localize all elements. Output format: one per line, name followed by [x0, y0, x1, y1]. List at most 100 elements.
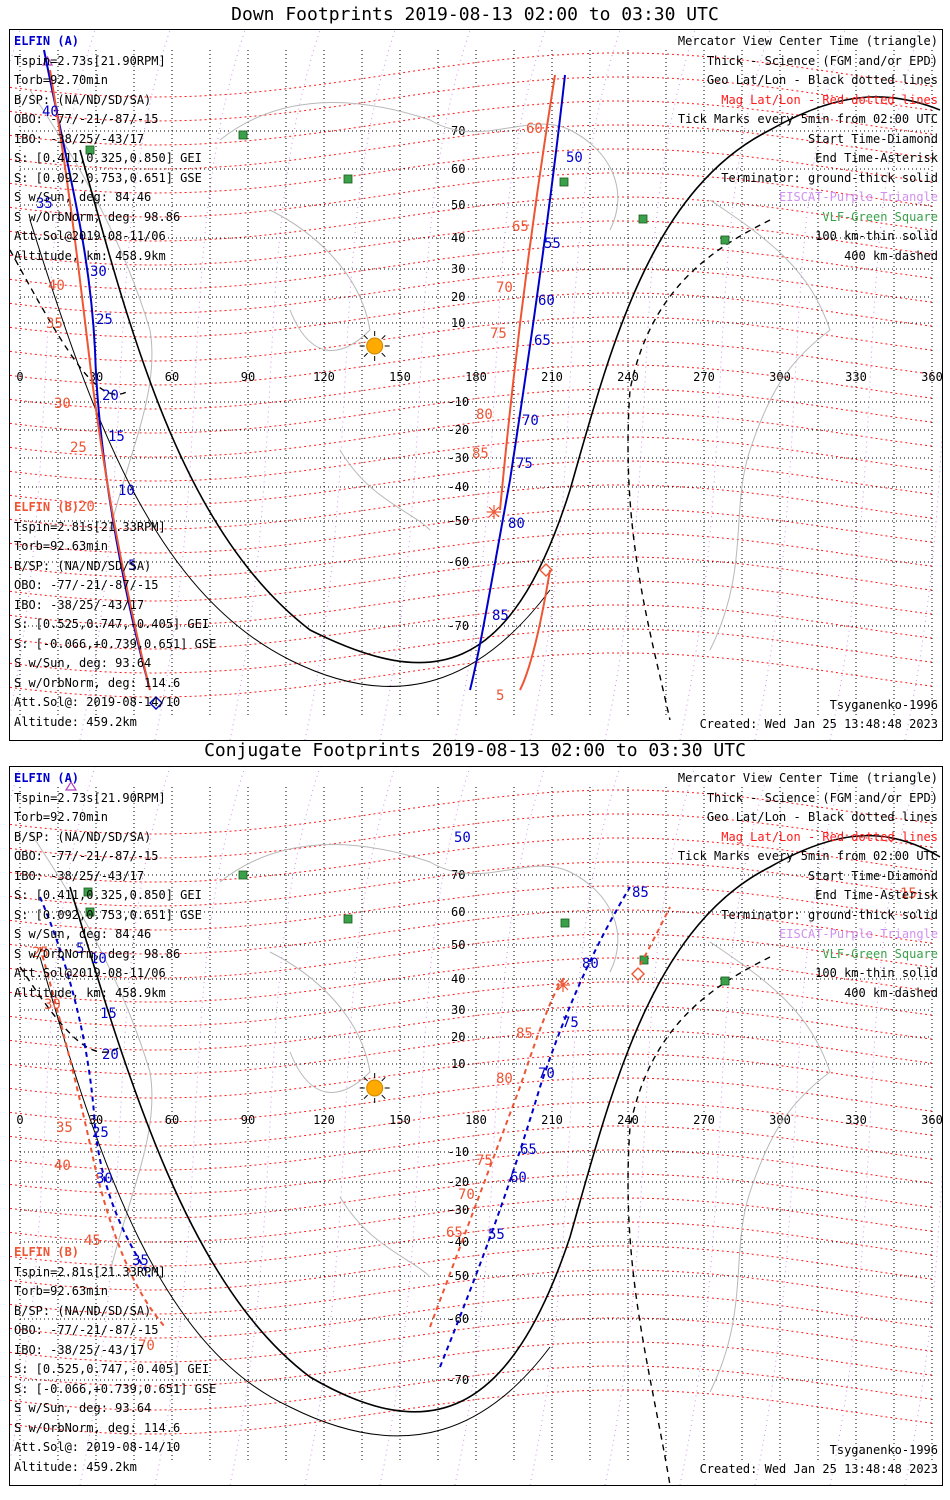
sun-disc — [366, 1079, 384, 1097]
track-tick-label: 40 — [54, 1158, 71, 1174]
mag-lon-line — [679, 767, 771, 1485]
top-panel-title: Down Footprints 2019-08-13 02:00 to 03:3… — [231, 4, 719, 25]
vlf-station-icon — [83, 887, 93, 897]
vlf-station-icon — [343, 914, 353, 924]
top-footer-model: Tsyganenko-1996 — [829, 698, 938, 712]
lat-tick-label: -50 — [447, 1269, 469, 1283]
sun-ray — [381, 335, 386, 340]
lat-tick-label: -10 — [447, 395, 469, 409]
info-line: S w/Sun, deg: 93.64 — [14, 656, 152, 670]
info-line: Torb=92.70min — [14, 73, 108, 87]
lon-tick-label: 150 — [389, 1113, 411, 1127]
elfin-a-conjugate-track-2 — [439, 886, 631, 1368]
info-line: OBO: -77/-21/-87/-15 — [14, 112, 159, 126]
lon-tick-label: 90 — [241, 1113, 255, 1127]
info-line: Altitude: 459.2km — [14, 1459, 137, 1474]
info-line: Torb=92.63min — [14, 539, 108, 553]
lat-tick-label: -60 — [447, 555, 469, 569]
lon-tick-label: 360 — [921, 370, 942, 384]
lat-tick-label: 60 — [451, 905, 465, 919]
vlf-station-icon — [238, 870, 248, 880]
terminator-ground — [69, 834, 941, 1413]
elfin-b-down-track-2 — [499, 74, 556, 511]
track-tick-label: 10 — [118, 483, 135, 499]
vlf-station-icon — [238, 130, 248, 140]
elfin-b-down-track — [49, 69, 151, 691]
mag-lon-line — [604, 767, 696, 1485]
lon-tick-label: 300 — [769, 370, 791, 384]
lon-tick-label: 90 — [241, 370, 255, 384]
mag-lat-line — [10, 1053, 935, 1099]
lat-tick-label: 50 — [451, 198, 465, 212]
mag-grid — [10, 767, 942, 1485]
track-tick-label: 40 — [48, 278, 65, 294]
legend-line: Tick Marks every 5min from 02:00 UTC — [677, 849, 938, 863]
track-tick-label: 70 — [538, 1066, 555, 1082]
track-tick-label: 75 — [516, 456, 533, 472]
mag-lat-line — [10, 1005, 935, 1051]
info-line: B/SP: (NA/ND/SD/SA) — [14, 558, 152, 573]
track-tick-label: 35 — [56, 1120, 73, 1136]
lon-tick-label: 210 — [541, 370, 563, 384]
track-tick-label: 5 — [496, 688, 504, 704]
track-tick-label: 80 — [476, 407, 493, 423]
track-tick-label: 35 — [132, 1253, 149, 1269]
top-footer-created: Created: Wed Jan 25 13:48:48 2023 — [699, 717, 938, 731]
lon-tick-label: 120 — [313, 1113, 335, 1127]
info-line: Att.Sol@2019-08-11/06 — [14, 229, 166, 243]
elfin-label: ELFIN (B) — [14, 500, 80, 514]
info-line: IBO: -38/25/-43/17 — [14, 1342, 145, 1357]
top-map-panel: 0 30 60 90 120 150 180 210 240 270 300 330 360 70 60 50… — [9, 29, 943, 741]
track-tick-label: 65 — [512, 219, 529, 235]
track-tick-label: 50 — [454, 830, 471, 846]
info-line: IBO: -38/25/-43/17 — [14, 597, 145, 612]
track-tick-label: 20 — [102, 1047, 119, 1063]
vlf-station-icon — [638, 214, 648, 224]
mag-lon-line — [829, 767, 921, 1485]
track-tick-label: 50 — [566, 150, 583, 166]
info-line: S w/OrbNorm, deg: 114.6 — [14, 1420, 181, 1435]
vlf-station-icon — [559, 177, 569, 187]
mag-lat-line — [10, 268, 935, 314]
info-line: S: [0.092,0.753,0.651] GSE — [14, 907, 202, 922]
elfin-b-conjugate-track — [39, 946, 166, 1328]
mag-lon-line — [154, 767, 246, 1485]
sun-icon — [359, 1073, 390, 1103]
end-asterisk-icon — [487, 505, 501, 519]
continents — [29, 89, 831, 651]
lat-tick-label: 10 — [451, 1057, 465, 1071]
lat-tick-label: 40 — [451, 231, 465, 245]
elfin-b-down-track-3 — [519, 569, 551, 691]
mag-lon-line — [79, 767, 171, 1485]
track-tick-label: 5 — [128, 558, 136, 574]
legend-line: 100 km-thin solid — [815, 229, 938, 243]
coastline — [219, 102, 619, 231]
mag-lon-line — [304, 767, 396, 1485]
legend-line: VLF-Green Square — [822, 209, 938, 224]
coastline — [269, 209, 371, 351]
info-line: Torb=92.70min — [14, 810, 108, 824]
lat-tick-label: -30 — [447, 451, 469, 465]
info-line: B/SP: (NA/ND/SD/SA) — [14, 829, 152, 844]
bottom-map-panel: 0 30 60 90 120 150 180 210 240 270 300 330 360 70 60 50… — [9, 766, 943, 1486]
coastline — [339, 449, 431, 531]
vlf-station-icon — [720, 235, 730, 245]
eiscat-triangle-icon — [64, 780, 78, 791]
top-legend: Mercator View Center Time (triangle) Thic… — [678, 32, 938, 266]
lat-tick-label: 70 — [451, 124, 465, 138]
mag-lat-line — [10, 388, 935, 434]
track-tick-label: 65 — [534, 333, 551, 349]
info-line: S w/OrbNorm, deg: 114.6 — [14, 675, 181, 690]
lon-tick-label: 210 — [541, 1113, 563, 1127]
mag-lon-line — [10, 767, 96, 1463]
track-tick-label: 25 — [92, 1125, 109, 1141]
legend-line: Terminator: ground-thick solid — [721, 907, 938, 922]
sun-ray — [381, 1094, 386, 1099]
track-tick-label: 80 — [582, 956, 599, 972]
mag-lon-line — [454, 767, 546, 1485]
legend-line: 400 km-dashed — [844, 248, 938, 263]
bottom-legend: Mercator View Center Time (triangle) Thic… — [678, 769, 938, 1003]
info-line: Altitude: 459.2km — [14, 714, 137, 729]
info-line: S: [0.525,0.747,-0.405] GEI — [14, 617, 210, 631]
elfin-label: ELFIN (A) — [14, 771, 80, 785]
